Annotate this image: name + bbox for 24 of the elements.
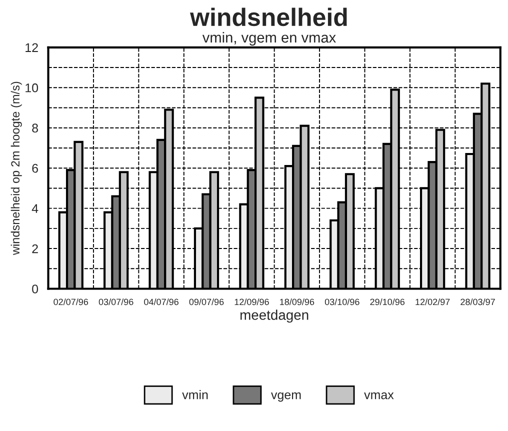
x-tick-label: 09/07/96 [189, 298, 224, 306]
chart-title: windsnelheid [190, 8, 347, 26]
y-tick-label: 2 [32, 244, 38, 254]
legend-label: vmax [364, 392, 394, 400]
legend-label: vgem [271, 392, 301, 402]
y-axis-title: windsnelheid op 2m hoogte (m/s) [10, 82, 22, 256]
x-tick-label: 12/02/97 [416, 298, 450, 306]
y-tick-label: 4 [32, 204, 38, 213]
x-tick-label: 03/07/96 [98, 298, 134, 306]
y-tick-label: 8 [32, 124, 38, 133]
y-tick-label: 10 [26, 83, 38, 92]
x-tick-label: 02/07/96 [54, 298, 88, 306]
y-tick-label: 6 [32, 164, 38, 173]
x-tick-label: 18/09/96 [280, 298, 314, 306]
x-tick-label: 12/09/96 [234, 298, 269, 306]
y-tick-label: 12 [26, 43, 38, 52]
chart-subtitle: vmin, vgem en vmax [202, 32, 336, 46]
x-axis-title: meetdagen [240, 310, 308, 323]
x-tick-label: 28/03/97 [460, 298, 495, 306]
legend-label: vmin [182, 390, 208, 400]
x-tick-label: 29/10/96 [370, 298, 405, 306]
y-tick-label: 0 [32, 284, 38, 294]
x-tick-label: 04/07/96 [144, 298, 178, 306]
x-tick-label: 03/10/96 [324, 298, 360, 306]
